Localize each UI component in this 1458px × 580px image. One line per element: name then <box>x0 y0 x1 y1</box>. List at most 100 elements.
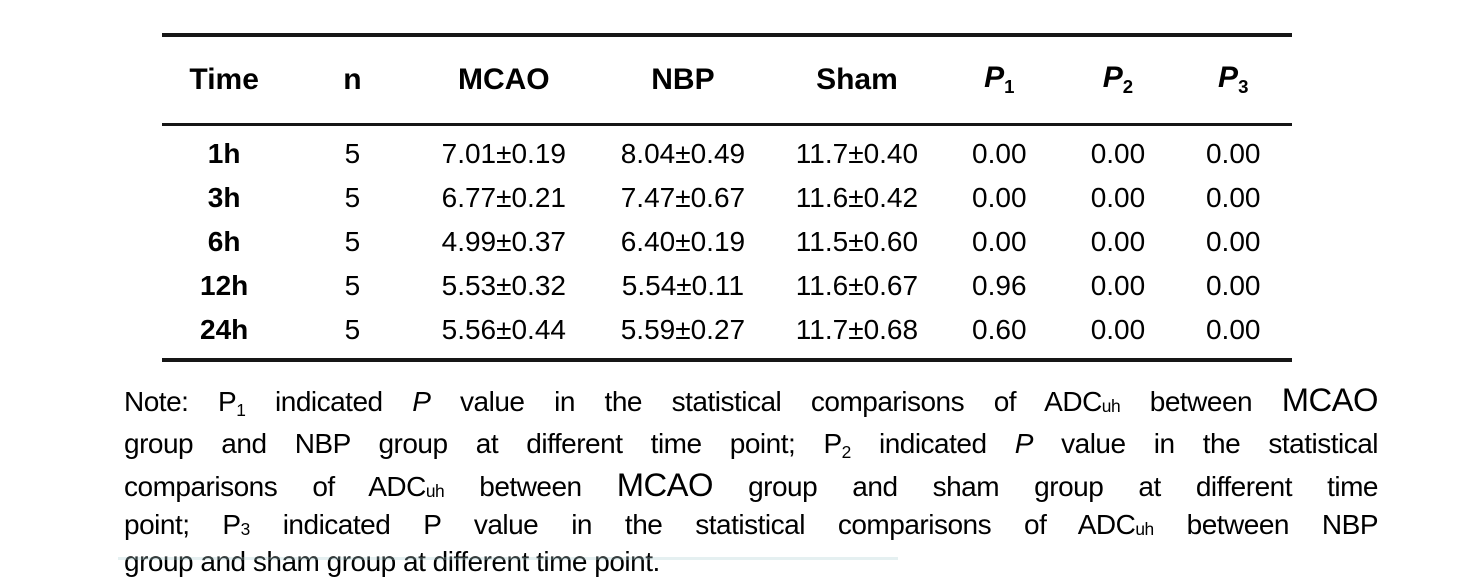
table-cell: 8.04±0.49 <box>620 138 746 169</box>
note-segment: 3 <box>240 518 251 539</box>
table-cell: 5 <box>344 226 361 257</box>
table-cell: 6.40±0.19 <box>620 226 746 257</box>
table-cell: 0.00 <box>1205 314 1261 345</box>
table-cell: 3h <box>207 182 241 213</box>
table-cell: 5 <box>344 138 361 169</box>
header-cell-sham: Sham <box>776 35 938 126</box>
table-cell: 5.56±0.44 <box>441 314 566 345</box>
header-label: P <box>1218 61 1239 95</box>
header-label: MCAO <box>457 63 550 96</box>
table-cell: 11.5±0.60 <box>795 226 919 257</box>
table-cell: 11.7±0.40 <box>795 138 919 169</box>
note-segment: MCAO <box>616 465 714 503</box>
header-cell-p3: P3 <box>1174 35 1292 126</box>
table-cell: 6.77±0.21 <box>441 182 566 213</box>
table-cell: 0.00 <box>1205 270 1261 301</box>
table-row: 24h 5 5.56±0.44 5.59±0.27 11.7±0.68 0.60 0.00 0… <box>162 308 1292 360</box>
table-cell: 5 <box>344 182 361 213</box>
note-segment: value in the statistical <box>1032 427 1378 459</box>
note-segment: uh <box>1101 395 1121 416</box>
table-cell: 7.01±0.19 <box>441 138 566 169</box>
header-cell-p1: P1 <box>937 35 1062 126</box>
table-cell: 5.54±0.11 <box>621 270 745 301</box>
table-cell: 5.53±0.32 <box>441 270 566 301</box>
note-segment: group and sham group at different time p… <box>124 546 660 578</box>
header-cell-p2: P2 <box>1061 35 1175 126</box>
header-label: Sham <box>816 63 898 96</box>
table-cell: 0.00 <box>1090 226 1146 257</box>
note-segment: P <box>412 386 431 417</box>
table-cell: 24h <box>200 314 249 345</box>
note-segment: 2 <box>841 441 852 462</box>
table-cell: 0.00 <box>972 226 1027 257</box>
table-cell: 11.7±0.68 <box>795 314 919 345</box>
note-segment: Note: P <box>124 386 237 417</box>
table-cell: 0.00 <box>1090 270 1146 301</box>
table-row: 1h 5 7.01±0.19 8.04±0.49 11.7±0.40 0.00 0.00 0.… <box>162 125 1292 177</box>
table-cell: 0.00 <box>1090 314 1146 345</box>
header-cell-nbp: NBP <box>589 35 777 126</box>
note-segment: point; P <box>124 508 241 540</box>
table-row: 3h 5 6.77±0.21 7.47±0.67 11.6±0.42 0.00 0.00 0.… <box>162 176 1292 220</box>
table-cell: 0.00 <box>1205 182 1261 213</box>
table-header: Time n MCAO NBP Sham P1 P2 P3 <box>162 35 1292 126</box>
note-segment: value in the statistical comparisons of … <box>430 386 1102 417</box>
header-label: NBP <box>651 63 715 96</box>
note-segment: 1 <box>236 399 246 420</box>
note-segment: comparisons of ADC <box>124 470 426 502</box>
note-line: group and sham group at different time p… <box>124 545 1378 578</box>
table-note: Note: P1 indicated P value in the statis… <box>124 381 1379 578</box>
header-label: Time <box>189 63 259 96</box>
table-cell: 0.96 <box>972 270 1027 301</box>
table-cell: 0.00 <box>972 138 1027 169</box>
header-label: n <box>343 63 362 96</box>
table-cell: 4.99±0.37 <box>441 226 566 257</box>
table-cell: 6h <box>207 226 241 257</box>
results-table: Time n MCAO NBP Sham P1 P2 P3 1h 5 7.01±0.19 8.04±… <box>162 33 1292 362</box>
note-segment: uh <box>425 480 445 501</box>
header-row: Time n MCAO NBP Sham P1 P2 P3 <box>162 35 1292 126</box>
note-segment: group and NBP group at different time po… <box>124 427 842 459</box>
table-row: 6h 5 4.99±0.37 6.40±0.19 11.5±0.60 0.00 0.00 0.… <box>162 220 1292 264</box>
header-label: P <box>1102 61 1123 95</box>
note-segment: indicated <box>245 386 413 417</box>
note-line: Note: P1 indicated P value in the statis… <box>124 381 1379 427</box>
table-cell: 1h <box>207 138 241 169</box>
note-segment: MCAO <box>1281 381 1379 418</box>
header-subscript: 1 <box>1004 76 1015 98</box>
header-label: P <box>984 61 1005 95</box>
note-segment: between <box>1120 386 1282 417</box>
header-cell-n: n <box>286 35 419 126</box>
header-subscript: 2 <box>1122 76 1134 98</box>
header-cell-mcao: MCAO <box>418 35 590 126</box>
table-cell: 0.00 <box>1090 182 1146 213</box>
table-cell: 0.00 <box>972 182 1027 213</box>
note-segment: uh <box>1135 518 1154 539</box>
table-cell: 5 <box>344 270 361 301</box>
table-cell: 0.60 <box>972 314 1027 345</box>
note-segment: indicated <box>850 427 1015 459</box>
table-cell: 7.47±0.67 <box>620 182 746 213</box>
table-cell: 0.00 <box>1205 138 1261 169</box>
note-line: comparisons of ADCuh between MCAO group … <box>124 465 1379 508</box>
note-line: group and NBP group at different time po… <box>124 427 1379 469</box>
table-cell: 11.6±0.67 <box>795 270 919 301</box>
table-cell: 11.6±0.42 <box>795 182 919 213</box>
table-body: 1h 5 7.01±0.19 8.04±0.49 11.7±0.40 0.00 0.00 0.… <box>162 125 1292 361</box>
header-cell-time: Time <box>162 35 287 126</box>
table-row: 12h 5 5.53±0.32 5.54±0.11 11.6±0.67 0.96 0.00 0… <box>162 264 1292 308</box>
table-cell: 12h <box>200 270 249 301</box>
table-cell: 0.00 <box>1090 138 1146 169</box>
note-segment: between <box>444 470 617 502</box>
header-subscript: 3 <box>1238 76 1249 98</box>
table-cell: 5 <box>344 314 361 345</box>
note-segment: between NBP <box>1153 508 1379 540</box>
table-cell: 5.59±0.27 <box>620 314 746 345</box>
note-segment: indicated P value in the statistical com… <box>249 508 1136 540</box>
clipped-text-remnant <box>118 557 898 560</box>
note-line: point; P3 indicated P value in the stati… <box>124 508 1379 546</box>
table-cell: 0.00 <box>1205 226 1261 257</box>
note-segment: group and sham group at different time <box>712 470 1379 502</box>
note-segment: P <box>1014 427 1034 459</box>
